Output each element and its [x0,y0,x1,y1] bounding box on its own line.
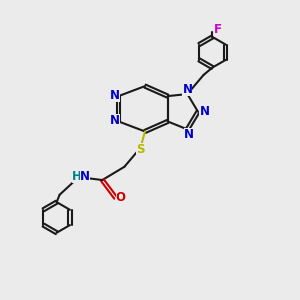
Text: O: O [116,191,126,204]
Text: S: S [136,142,145,156]
Text: F: F [214,23,222,36]
Text: N: N [184,128,194,141]
Text: N: N [110,114,120,127]
Text: H: H [72,170,82,183]
Text: N: N [200,105,209,118]
Text: N: N [80,170,90,183]
Text: N: N [110,89,120,102]
Text: N: N [182,83,192,96]
